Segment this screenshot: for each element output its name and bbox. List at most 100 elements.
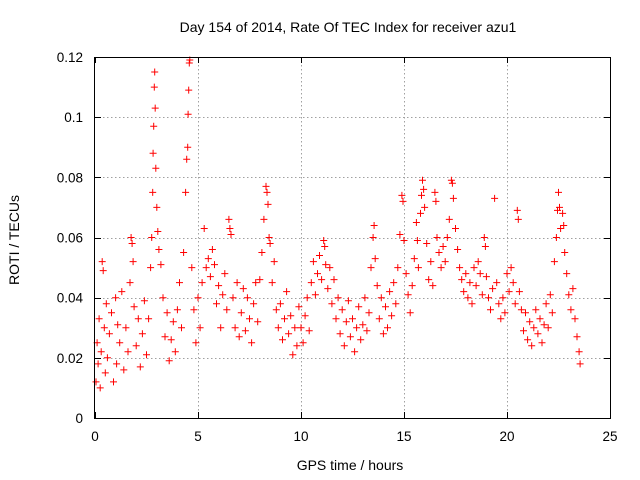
data-point — [268, 279, 276, 287]
data-point — [190, 306, 198, 314]
data-point — [272, 306, 280, 314]
data-point — [309, 258, 317, 266]
data-point — [344, 297, 352, 305]
data-point — [285, 330, 293, 338]
data-point — [563, 270, 571, 278]
data-point — [369, 234, 377, 241]
data-point — [208, 246, 216, 253]
data-point — [351, 348, 359, 356]
data-point — [95, 315, 103, 323]
data-point — [99, 267, 107, 275]
data-point — [355, 303, 363, 311]
data-point — [252, 279, 260, 287]
data-point — [274, 324, 282, 332]
data-point — [128, 240, 136, 247]
data-point — [567, 306, 575, 314]
data-point — [96, 384, 104, 392]
data-point — [320, 237, 328, 244]
y-tick-label: 0.1 — [64, 110, 83, 125]
data-point — [458, 276, 466, 284]
data-point — [254, 318, 262, 326]
x-tick-label: 15 — [396, 429, 411, 444]
data-point — [460, 288, 468, 296]
data-point — [423, 240, 431, 247]
data-point — [129, 258, 137, 266]
data-point — [126, 279, 134, 287]
data-point — [171, 348, 179, 356]
data-point — [559, 209, 567, 217]
data-point — [92, 378, 100, 386]
data-point — [493, 279, 501, 287]
data-point — [534, 330, 542, 338]
data-point — [143, 351, 150, 359]
data-point — [136, 363, 144, 371]
x-axis-label: GPS time / hours — [297, 457, 404, 473]
data-point — [114, 321, 122, 329]
data-point — [503, 270, 511, 278]
data-point — [148, 234, 156, 241]
data-point — [501, 309, 509, 317]
data-point — [263, 188, 271, 196]
data-point — [241, 327, 249, 335]
data-point — [239, 285, 247, 293]
data-point — [192, 339, 200, 347]
data-point — [520, 327, 527, 335]
data-point — [514, 215, 522, 223]
data-point — [147, 264, 155, 272]
data-point — [420, 185, 428, 193]
data-point — [462, 270, 470, 278]
data-point — [202, 264, 210, 272]
data-point — [194, 294, 202, 302]
data-point — [491, 194, 499, 202]
data-point — [151, 104, 159, 112]
data-point — [487, 306, 494, 314]
data-point — [336, 330, 344, 338]
data-point — [120, 366, 128, 374]
data-point — [108, 309, 115, 317]
data-point — [375, 315, 383, 323]
data-point — [161, 333, 169, 341]
data-point — [248, 339, 256, 347]
data-point — [565, 291, 573, 299]
data-point — [250, 300, 258, 308]
y-tick-label: 0.12 — [57, 50, 83, 65]
data-point — [382, 303, 389, 311]
x-tick-label: 20 — [499, 429, 514, 444]
data-point — [515, 288, 523, 296]
data-point — [314, 270, 321, 278]
data-point — [326, 264, 334, 272]
data-point — [524, 336, 532, 344]
data-point — [468, 300, 476, 308]
data-point — [408, 282, 416, 290]
data-point — [390, 279, 398, 287]
data-point — [151, 68, 159, 76]
data-point — [330, 276, 338, 284]
data-point — [464, 294, 472, 302]
data-point — [556, 203, 563, 211]
data-point — [338, 306, 346, 314]
data-point — [353, 324, 361, 332]
data-point — [318, 276, 326, 284]
data-point — [481, 243, 489, 250]
data-point — [550, 258, 558, 266]
data-point — [342, 318, 350, 326]
data-point — [499, 294, 507, 302]
data-point — [439, 243, 447, 250]
data-point — [176, 279, 183, 287]
data-point — [561, 249, 569, 256]
data-point — [571, 315, 579, 323]
data-point — [301, 312, 309, 320]
data-point — [452, 225, 459, 232]
data-point — [332, 315, 340, 323]
data-point — [112, 294, 120, 302]
data-point — [513, 206, 521, 214]
data-point — [204, 255, 212, 263]
data-point — [555, 188, 562, 196]
data-point — [410, 255, 418, 263]
data-point — [412, 219, 420, 226]
data-point — [392, 300, 400, 308]
data-point — [270, 258, 278, 266]
data-point — [167, 336, 175, 344]
data-point — [454, 246, 462, 253]
